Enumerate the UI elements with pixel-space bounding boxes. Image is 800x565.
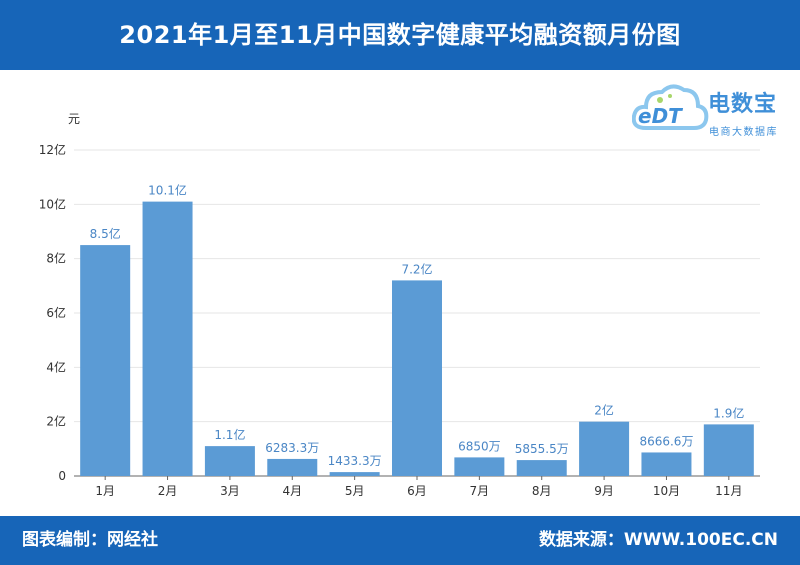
x-tick-label: 2月 (158, 484, 178, 498)
bar (392, 280, 442, 476)
data-label: 5855.5万 (515, 442, 569, 456)
bar (579, 421, 630, 476)
bar (80, 245, 131, 476)
bar (454, 457, 505, 476)
chart-title: 2021年1月至11月中国数字健康平均融资额月份图 (119, 21, 681, 49)
data-label: 1.1亿 (214, 427, 245, 442)
x-tick-label: 9月 (594, 484, 614, 498)
x-tick-label: 8月 (532, 484, 552, 498)
bar (703, 424, 754, 476)
title-bar: 2021年1月至11月中国数字健康平均融资额月份图 (0, 0, 800, 70)
data-label: 6283.3万 (265, 441, 319, 455)
data-label: 7.2亿 (401, 261, 432, 276)
bar (329, 472, 380, 476)
data-label: 6850万 (458, 439, 501, 453)
logo-name: 电数宝 (708, 92, 778, 117)
y-tick-label: 4亿 (46, 359, 66, 374)
footer-bar: 图表编制：网经社 数据来源：WWW.100EC.CN (0, 516, 800, 565)
y-tick-label: 6亿 (46, 305, 66, 320)
footer-source: 数据来源：WWW.100EC.CN (538, 530, 778, 550)
data-label: 10.1亿 (148, 183, 187, 198)
x-tick-label: 3月 (220, 484, 240, 498)
data-label: 8.5亿 (90, 226, 121, 241)
x-tick-label: 10月 (653, 484, 680, 498)
y-tick-label: 2亿 (46, 414, 66, 429)
y-axis-label: 元 (68, 112, 80, 126)
y-tick-label: 8亿 (46, 251, 66, 266)
x-tick-label: 1月 (95, 484, 115, 498)
bar (267, 458, 318, 476)
footer-compiler: 图表编制：网经社 (22, 530, 158, 550)
bar (204, 446, 255, 476)
data-label: 8666.6万 (639, 434, 693, 448)
bar (641, 452, 692, 476)
bar (142, 201, 193, 476)
logo-cloud-icon (632, 84, 709, 130)
data-label: 1433.3万 (328, 454, 382, 468)
logo-mark-text: eDT (638, 104, 682, 128)
x-tick-label: 7月 (470, 484, 490, 498)
x-tick-label: 6月 (407, 484, 427, 498)
data-label: 2亿 (594, 403, 614, 418)
x-tick-label: 5月 (345, 484, 365, 498)
y-tick-label: 12亿 (39, 142, 66, 157)
x-tick-label: 4月 (282, 484, 302, 498)
y-tick-label: 10亿 (39, 196, 66, 211)
bar (516, 460, 567, 476)
x-tick-label: 11月 (715, 484, 742, 498)
logo-subtitle: 电商大数据库 (709, 127, 778, 138)
y-tick-label: 0 (58, 469, 66, 483)
data-label: 1.9亿 (713, 405, 744, 420)
